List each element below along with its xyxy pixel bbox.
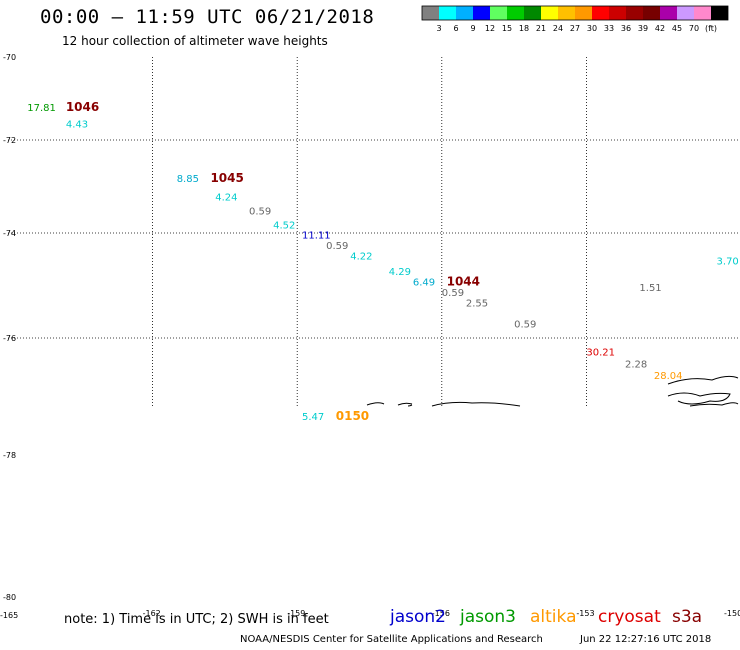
colorbar-label: 33 [604,24,614,33]
colorbar-swatch [643,6,660,20]
wave-height-label: 2.28 [625,359,647,370]
colorbar-swatch [422,6,439,20]
colorbar-label: 36 [621,24,631,33]
latitude-label: -80 [3,593,16,602]
colorbar-swatch [524,6,541,20]
wave-height-label: 4.29 [389,267,411,278]
colorbar-label: 70 [689,24,699,33]
colorbar-swatch [677,6,694,20]
wave-height-label: 0.59 [514,320,536,331]
longitude-label: -156 [432,609,450,618]
colorbar-label: 18 [519,24,529,33]
wave-height-label: 4.43 [66,120,88,131]
latitude-label: -72 [3,136,16,145]
colorbar-swatch [507,6,524,20]
longitude-label: -159 [287,609,305,618]
credit-text: NOAA/NESDIS Center for Satellite Applica… [240,634,543,645]
colorbar-swatch [609,6,626,20]
lon-labels: -165 -162 -159 -156 -153 -150 [0,609,740,620]
wave-height-label: 1.51 [639,283,661,294]
colorbar-swatch [575,6,592,20]
wave-height-label: 28.04 [654,371,683,382]
generated-timestamp: Jun 22 12:27:16 UTC 2018 [580,634,712,645]
units-note: note: 1) Time is in UTC; 2) SWH is in fe… [64,612,329,627]
wave-height-label: 0.59 [326,241,348,252]
wave-height-label: 3.70 [717,257,739,268]
coastline [366,375,739,407]
colorbar-label: 27 [570,24,580,33]
colorbar-swatch [626,6,643,20]
pass-time-label: 0150 [336,409,369,423]
wave-height-label: 0.59 [442,288,464,299]
colorbar-swatch [711,6,728,20]
wave-height-label: 4.22 [350,251,372,262]
pass-time-label: 1045 [210,171,243,185]
latitude-label: -76 [3,334,16,343]
colorbar-swatch [558,6,575,20]
lat-labels: -70 -72 -74 -76 -78 -80 [3,53,16,602]
map-gridlines [8,57,740,406]
colorbar-swatch [473,6,490,20]
wave-height-label: 17.81 [27,103,56,114]
legend-s3a: s3a [672,607,703,627]
latitude-label: -78 [3,451,16,460]
colorbar-swatch [456,6,473,20]
wave-height-label: 30.21 [586,348,615,359]
colorbar-label: 9 [470,24,475,33]
legend-cryosat: cryosat [598,607,661,627]
legend-altika: altika [530,607,577,627]
colorbar-swatch [592,6,609,20]
colorbar: 3 6 9 12 15 18 21 24 27 30 33 36 39 42 45 70 (ft) [421,5,729,33]
colorbar-swatch [439,6,456,20]
longitude-label: -165 [0,611,18,620]
pass-time-label: 1044 [447,275,480,289]
longitude-label: -153 [576,609,594,618]
wave-height-label: 0.59 [249,206,271,217]
latitude-label: -74 [3,229,16,238]
colorbar-label: 24 [553,24,563,33]
wave-height-label: 4.52 [273,220,295,231]
colorbar-swatch [541,6,558,20]
longitude-label: -162 [143,609,161,618]
wave-height-label: 6.49 [413,278,435,289]
legend-jason3: jason3 [460,607,516,627]
colorbar-label: 15 [502,24,512,33]
wave-height-label: 5.47 [302,412,324,423]
colorbar-label: 6 [453,24,458,33]
colorbar-frame [421,5,729,21]
wave-height-label: 11.11 [302,230,331,241]
colorbar-label: 3 [436,24,441,33]
wave-height-label: 4.24 [215,192,237,203]
colorbar-label: 42 [655,24,665,33]
page-subtitle: 12 hour collection of altimeter wave hei… [62,34,328,48]
colorbar-label: (ft) [705,24,717,33]
legend-jason2: jason2 [390,607,446,627]
colorbar-label: 39 [638,24,648,33]
colorbar-label: 45 [672,24,682,33]
longitude-label: -150 [724,609,740,618]
page-title: 00:00 — 11:59 UTC 06/21/2018 [40,6,375,28]
wave-height-label: 8.85 [177,174,199,185]
colorbar-swatch [694,6,711,20]
latitude-label: -70 [3,53,16,62]
colorbar-swatch [490,6,507,20]
colorbar-label: 21 [536,24,546,33]
colorbar-swatch [660,6,677,20]
colorbar-label: 12 [485,24,495,33]
wave-height-label: 2.55 [466,299,488,310]
pass-time-label: 1046 [66,100,99,114]
colorbar-label: 30 [587,24,597,33]
